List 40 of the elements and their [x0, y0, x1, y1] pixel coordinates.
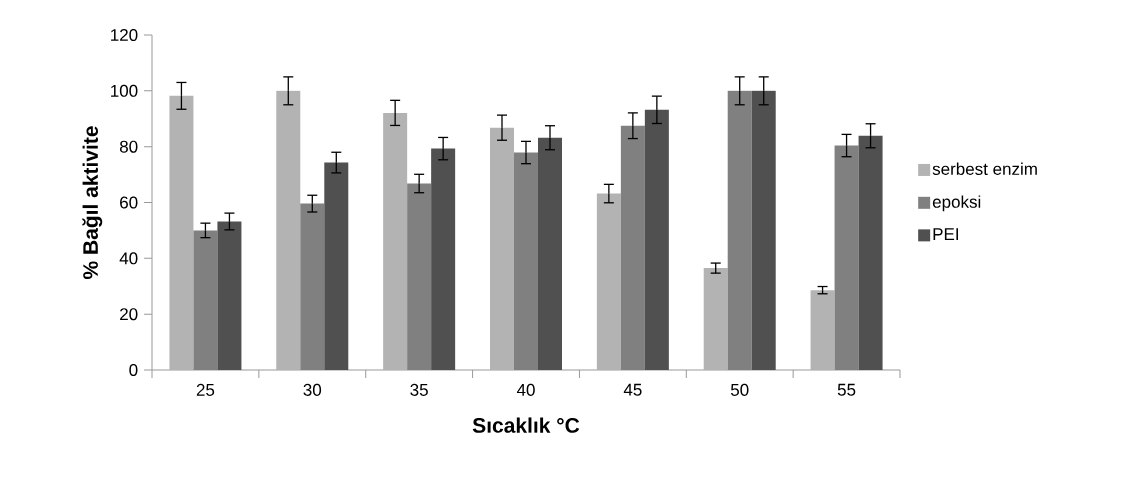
bar — [727, 90, 752, 370]
bar — [324, 162, 349, 370]
y-tick-label: 60 — [120, 196, 138, 209]
x-tick-label: 30 — [303, 383, 322, 396]
bar — [407, 183, 432, 370]
y-tick-label: 80 — [119, 140, 138, 153]
bar — [383, 112, 408, 370]
bar — [538, 137, 562, 370]
bar — [193, 230, 218, 370]
x-tick-label: 35 — [410, 383, 428, 396]
bar — [300, 203, 325, 370]
bar — [596, 193, 621, 370]
bar — [169, 95, 194, 370]
bar — [703, 268, 728, 370]
x-tick-label: 45 — [623, 383, 642, 396]
y-tick-label: 40 — [119, 252, 138, 265]
x-axis-title: Sıcaklık °C — [472, 417, 580, 433]
legend-label: serbest enzim — [932, 162, 1037, 175]
bar — [810, 290, 835, 370]
y-tick-label: 20 — [120, 308, 138, 321]
x-tick-label: 40 — [516, 383, 535, 396]
y-axis-title: % Bağıl aktivite — [82, 126, 103, 280]
bar — [514, 152, 538, 370]
bar — [276, 90, 301, 370]
bar — [858, 135, 883, 370]
bar — [751, 90, 776, 370]
bar — [620, 125, 645, 370]
bar — [490, 127, 514, 370]
bar — [431, 148, 456, 370]
bar — [644, 109, 669, 370]
x-tick-label: 55 — [837, 383, 856, 396]
y-tick-label: 0 — [129, 363, 138, 377]
legend-label: PEI — [933, 228, 958, 240]
y-tick-label: 120 — [111, 28, 138, 42]
bar — [834, 145, 859, 370]
x-tick-label: 50 — [730, 383, 749, 396]
y-tick-label: 100 — [111, 84, 138, 97]
legend-label: epoksi — [932, 195, 981, 212]
bar — [217, 221, 242, 370]
x-tick-label: 25 — [196, 383, 215, 396]
